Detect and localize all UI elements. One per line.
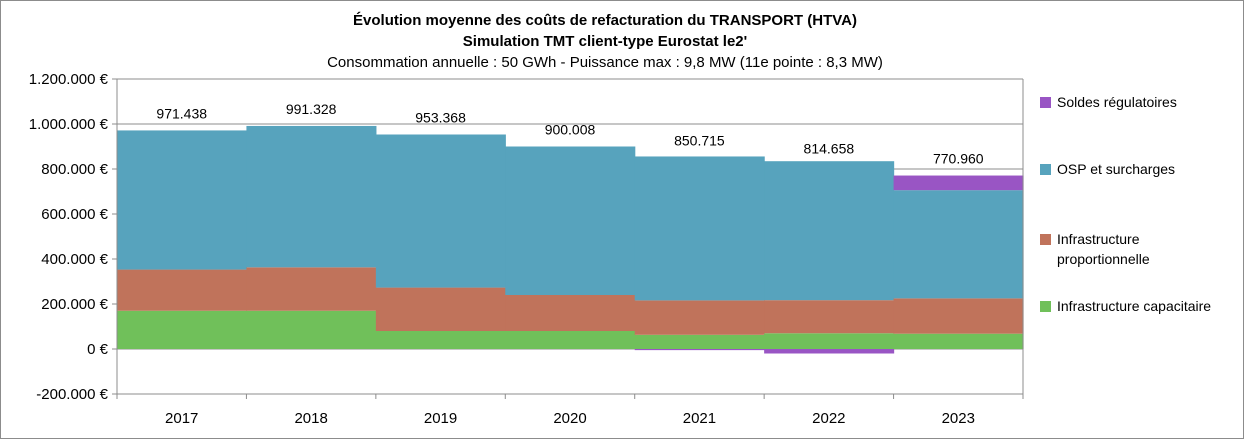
area-segment-infrastructure-capacitaire [375, 331, 506, 349]
chart-subtitle: Simulation TMT client-type Eurostat le2' [462, 33, 748, 50]
area-segment-infrastructure-capacitaire [764, 333, 895, 349]
area-segment-infrastructure-capacitaire [893, 333, 1024, 349]
area-segment-infrastructure-capacitaire [246, 310, 377, 349]
total-data-label: 991.328 [286, 101, 337, 117]
y-tick-label: 400.000 € [41, 251, 108, 268]
legend-swatch [1040, 164, 1051, 175]
x-tick-label: 2019 [424, 410, 457, 427]
chart-title-block: Évolution moyenne des coûts de refactura… [0, 10, 1210, 73]
area-segment-osp-et-surcharges [505, 146, 636, 295]
area-segment-infrastructure-capacitaire [117, 310, 248, 349]
legend-swatch [1040, 97, 1051, 108]
y-tick-label: -200.000 € [36, 386, 108, 403]
total-data-label: 971.438 [156, 105, 207, 121]
x-tick-label: 2022 [812, 410, 845, 427]
legend-label: Infrastructure proportionnelle [1057, 231, 1150, 267]
legend-swatch [1040, 234, 1051, 245]
total-data-label: 953.368 [415, 109, 466, 125]
x-tick-label: 2018 [294, 410, 327, 427]
x-tick-label: 2017 [165, 410, 198, 427]
chart-subtitle-2: Consommation annuelle : 50 GWh - Puissan… [327, 54, 883, 71]
legend-item: OSP et surcharges [1040, 159, 1240, 179]
area-segment-soldes-r-gulatoires [893, 175, 1024, 191]
area-segment-infrastructure-proportionnelle [505, 295, 636, 331]
legend-item: Infrastructure capacitaire [1040, 296, 1240, 316]
x-tick-label: 2020 [553, 410, 586, 427]
y-tick-label: 1.200.000 € [29, 71, 109, 88]
area-segment-infrastructure-capacitaire [505, 331, 636, 349]
area-segment-infrastructure-proportionnelle [246, 267, 377, 311]
area-segment-soldes-r-gulatoires [634, 349, 765, 351]
legend-label: Soldes régulatoires [1057, 94, 1177, 110]
area-segment-osp-et-surcharges [893, 190, 1024, 299]
legend-item: Infrastructure proportionnelle [1040, 229, 1240, 269]
area-segment-osp-et-surcharges [246, 125, 377, 268]
area-segment-osp-et-surcharges [117, 130, 248, 270]
area-segment-infrastructure-proportionnelle [117, 269, 248, 311]
y-tick-label: 1.000.000 € [29, 116, 109, 133]
y-tick-label: 0 € [87, 341, 109, 358]
area-segment-infrastructure-proportionnelle [764, 300, 895, 334]
total-data-label: 900.008 [545, 121, 596, 137]
total-data-label: 770.960 [933, 151, 984, 167]
x-tick-label: 2023 [942, 410, 975, 427]
area-segment-infrastructure-proportionnelle [375, 287, 506, 331]
total-data-label: 814.658 [804, 141, 855, 157]
area-segment-soldes-r-gulatoires [764, 349, 895, 354]
area-segment-osp-et-surcharges [634, 156, 765, 301]
y-tick-label: 200.000 € [41, 296, 108, 313]
legend-label: OSP et surcharges [1057, 161, 1176, 177]
y-tick-label: 800.000 € [41, 161, 108, 178]
legend-label: Infrastructure capacitaire [1057, 298, 1212, 314]
total-data-label: 850.715 [674, 133, 725, 149]
area-segment-infrastructure-proportionnelle [893, 298, 1024, 334]
legend-swatch [1040, 301, 1051, 312]
x-tick-label: 2021 [683, 410, 716, 427]
legend-item: Soldes régulatoires [1040, 92, 1240, 112]
area-segment-osp-et-surcharges [764, 161, 895, 301]
area-segment-infrastructure-proportionnelle [634, 300, 765, 335]
area-segment-infrastructure-capacitaire [634, 334, 765, 349]
y-tick-label: 600.000 € [41, 206, 108, 223]
area-segment-osp-et-surcharges [375, 134, 506, 288]
chart-title: Évolution moyenne des coûts de refactura… [353, 12, 857, 29]
